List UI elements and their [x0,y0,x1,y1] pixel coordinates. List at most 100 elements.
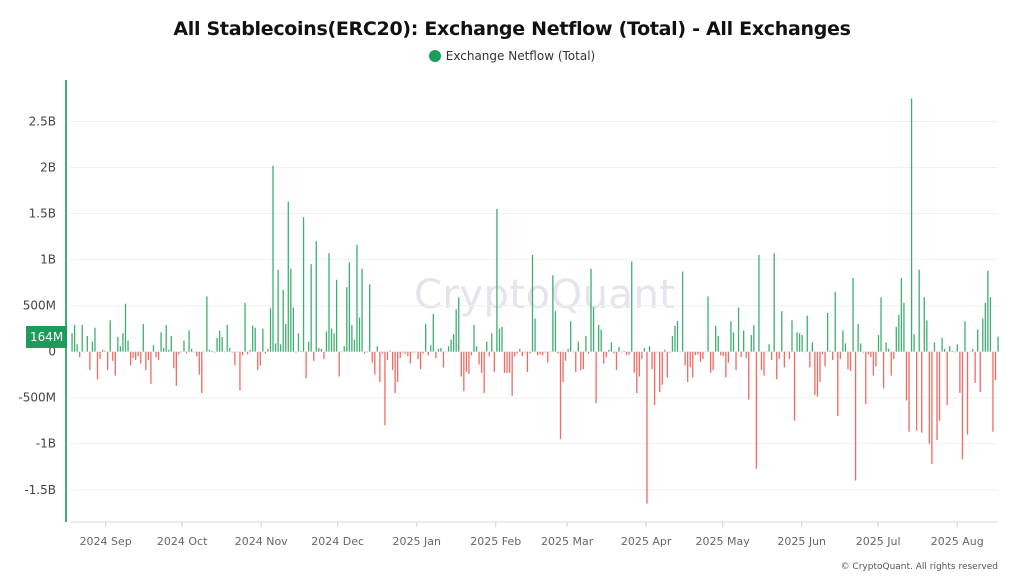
bar [531,254,534,352]
bar [641,351,643,360]
bar [534,318,536,352]
y-tick-label: 1.5B [29,207,56,221]
bar [112,351,114,361]
bar [473,324,475,352]
bar [921,351,923,433]
bar [544,351,546,353]
bar [600,329,602,352]
bar [450,339,452,352]
bar [277,269,279,352]
bar [834,291,836,352]
bar [338,351,340,377]
bar [625,351,628,356]
bar [514,351,516,357]
bar [796,332,798,352]
bar [435,351,437,359]
bar [931,351,933,464]
bar [943,348,946,352]
bar [274,343,277,352]
bar [157,351,160,360]
bar [715,325,717,352]
bar [755,351,758,469]
bar [760,351,763,371]
bar [173,351,175,369]
bar [865,351,867,405]
bar [778,351,780,360]
bar [486,341,488,352]
bar [394,351,396,394]
bar [162,347,165,352]
bar [832,351,834,360]
bar [681,271,684,352]
bar [254,327,256,352]
bar [740,351,742,358]
bar [684,351,686,366]
bar [903,302,905,352]
bar [437,348,440,352]
bar [839,351,841,360]
bar [307,341,310,352]
bar [417,351,419,360]
x-tick-label: 2025 May [696,535,751,548]
bar [117,336,119,352]
bar [814,351,816,395]
bar [979,351,981,393]
bar [397,351,399,383]
bar [910,98,913,352]
x-tick-label: 2025 Jul [856,535,901,548]
bar [178,351,180,355]
bar [646,351,648,504]
bar [811,342,813,352]
bar [867,351,869,355]
bar [389,350,391,352]
bar [735,351,737,371]
bar [941,337,943,352]
bar [374,351,376,375]
bar [460,351,462,377]
bar [826,312,829,352]
bar [152,345,155,352]
bar [956,344,958,352]
bar [666,351,668,378]
y-tick-label: 1B [40,253,56,267]
bar [862,351,864,353]
bar [971,348,974,352]
bar [239,351,241,391]
bar [809,351,811,368]
bar [335,279,338,352]
y-tick-label: 2.5B [29,114,56,128]
bar [687,351,689,383]
bar [229,347,231,352]
bar [297,333,300,352]
bar [330,328,333,352]
bar [669,351,671,353]
x-tick-label: 2024 Sep [80,535,132,548]
bar [358,317,361,352]
bar [147,351,150,360]
bar [287,201,289,352]
bar [430,345,432,352]
bar [857,324,859,352]
bar [150,351,152,384]
bar [101,349,104,352]
bar [837,351,839,417]
bar [213,351,216,353]
bar [89,351,91,371]
bar [493,351,495,372]
bar [282,289,284,352]
x-tick-label: 2025 Feb [470,535,521,548]
bar [252,325,254,352]
bar [615,351,618,371]
bar [636,351,638,394]
bar [81,324,83,352]
bar [613,351,615,354]
bar [524,351,526,353]
bar [432,313,434,352]
bar [964,321,966,352]
legend-label[interactable]: Exchange Netflow (Total) [445,49,596,63]
bar [773,253,775,352]
bar [231,351,233,353]
bar [506,351,508,373]
bar [119,346,122,352]
bar [160,332,162,352]
